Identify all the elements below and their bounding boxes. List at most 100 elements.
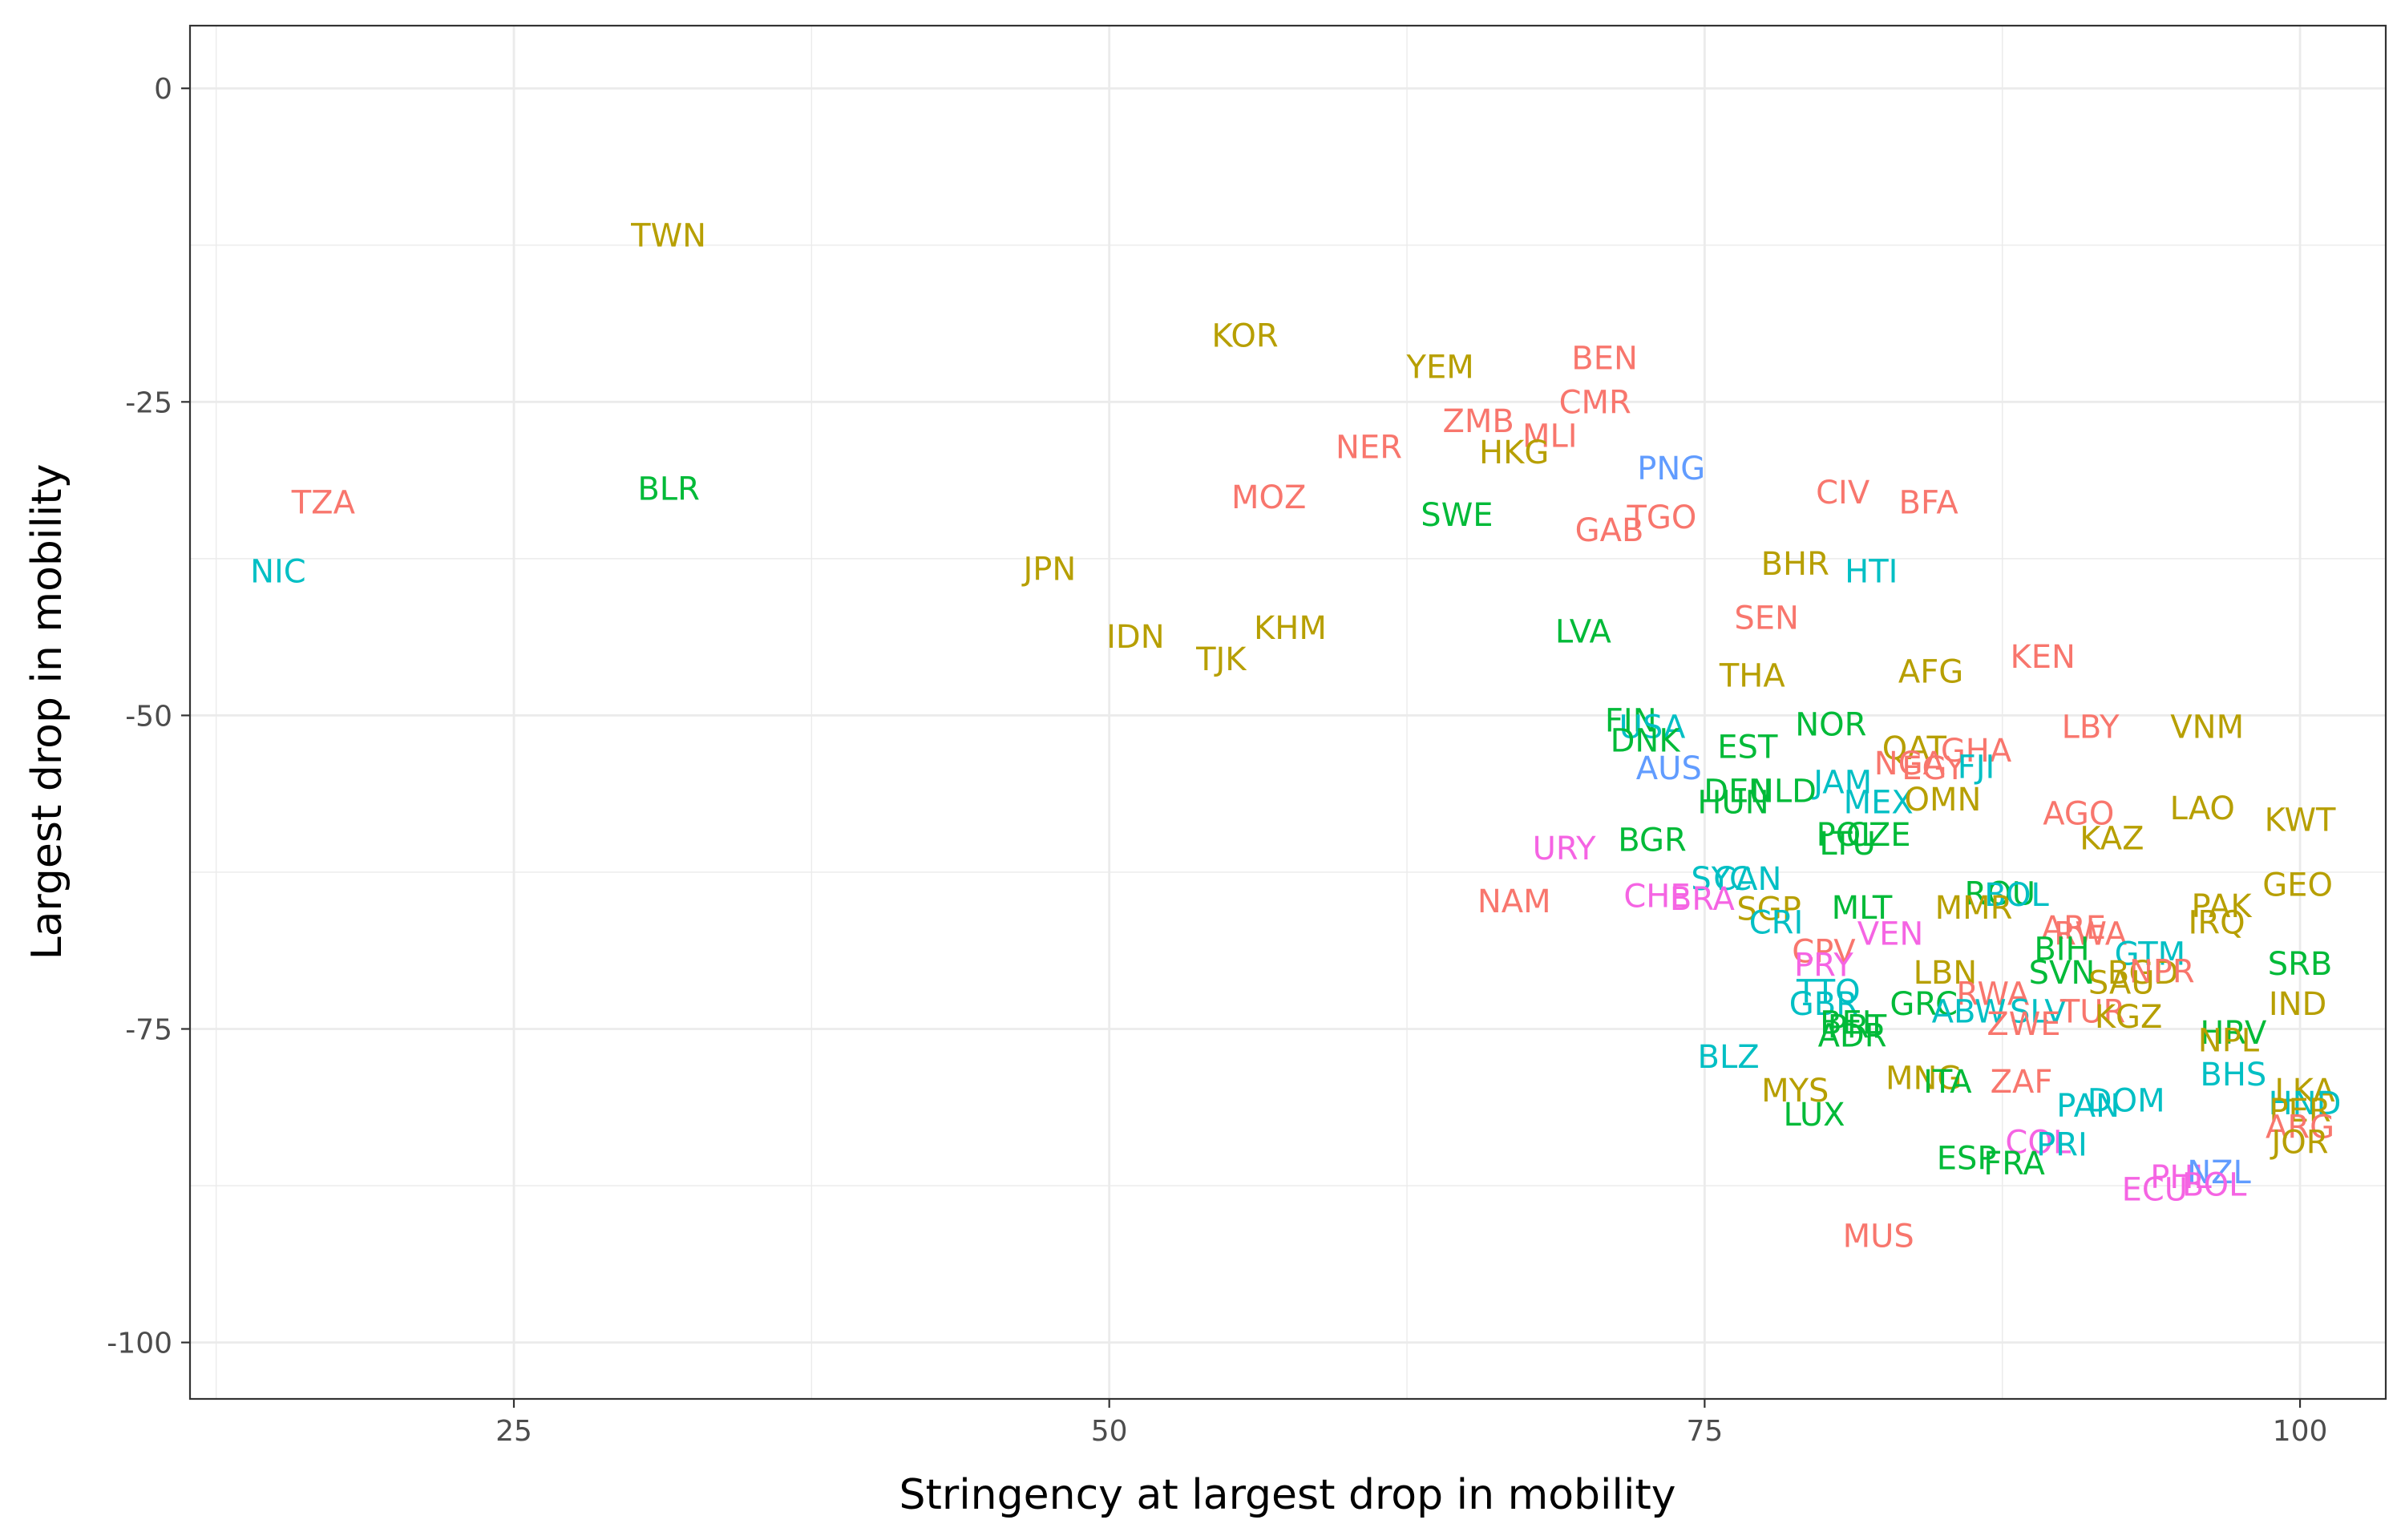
point-label-fra: FRA <box>1983 1146 2045 1182</box>
point-label-cpv: CPV <box>1792 934 1856 971</box>
point-label-mli: MLI <box>1522 418 1578 455</box>
point-label-pak: PAK <box>2191 888 2253 925</box>
point-label-npl: NPL <box>2198 1023 2260 1060</box>
point-label-ago: AGO <box>2043 795 2114 832</box>
point-label-idn: IDN <box>1106 619 1165 656</box>
point-label-tjk: TJK <box>1195 641 1247 678</box>
point-label-dnk: DNK <box>1611 723 1682 760</box>
point-label-hrv: HRV <box>2200 1015 2267 1052</box>
point-label-ken: KEN <box>2010 639 2075 676</box>
point-label-rwa: RWA <box>2054 916 2128 953</box>
point-label-bhs: BHS <box>2200 1057 2266 1093</box>
point-label-gbr: GBR <box>1789 986 1858 1023</box>
point-label-cri: CRI <box>1749 905 1804 942</box>
point-label-afg: AFG <box>1898 654 1963 691</box>
point-label-gtm: GTM <box>2115 936 2186 973</box>
point-label-kgz: KGZ <box>2095 999 2163 1036</box>
point-label-omn: OMN <box>1904 782 1981 819</box>
x-tick-label: 75 <box>1686 1415 1723 1448</box>
point-label-grc: GRC <box>1890 986 1958 1023</box>
point-label-srb: SRB <box>2268 946 2333 983</box>
point-label-moz: MOZ <box>1231 479 1306 516</box>
point-label-adr: ADR <box>1818 1017 1887 1054</box>
point-label-cze: CZE <box>1846 817 1911 854</box>
point-label-twn: TWN <box>630 217 706 254</box>
point-label-hnd: HND <box>2269 1085 2342 1122</box>
point-label-rou: ROU <box>1964 876 2035 913</box>
point-label-khm: KHM <box>1254 610 1327 647</box>
point-label-che: CHE <box>1623 879 1690 916</box>
x-tick-label: 25 <box>495 1415 532 1448</box>
point-label-aus: AUS <box>1636 750 1702 787</box>
point-label-fji: FJI <box>1958 750 1995 786</box>
point-label-est: EST <box>1717 730 1778 766</box>
point-label-zwe: ZWE <box>1987 1006 2060 1043</box>
point-label-tha: THA <box>1719 657 1786 694</box>
point-label-mus: MUS <box>1843 1219 1914 1255</box>
point-label-bol: BOL <box>2182 1166 2247 1203</box>
point-label-jor: JOR <box>2270 1124 2329 1161</box>
point-label-hun: HUN <box>1697 784 1768 821</box>
point-label-tur: TUR <box>2059 994 2126 1031</box>
point-label-nld: NLD <box>1750 773 1817 810</box>
point-label-sgp: SGP <box>1736 891 1801 928</box>
point-label-are: ARE <box>2042 910 2106 947</box>
point-label-ind: IND <box>2269 986 2327 1023</box>
point-label-geo: GEO <box>2262 867 2333 904</box>
point-label-bra: BRA <box>1670 881 1736 918</box>
point-label-hti: HTI <box>1845 554 1898 591</box>
point-label-civ: CIV <box>1816 475 1870 511</box>
point-label-ltu: LTU <box>1819 826 1876 863</box>
point-label-nzl: NZL <box>2187 1154 2251 1191</box>
point-label-pol: POL <box>1817 817 1880 854</box>
point-label-nga: NGA <box>1874 746 1946 782</box>
point-label-nor: NOR <box>1795 706 1866 743</box>
point-label-zmb: ZMB <box>1442 403 1514 440</box>
point-label-kaz: KAZ <box>2080 821 2144 858</box>
point-label-png: PNG <box>1637 451 1705 487</box>
point-label-arg: ARG <box>2266 1110 2334 1146</box>
point-label-cmr: CMR <box>1559 384 1631 421</box>
point-label-yem: YEM <box>1406 350 1474 386</box>
point-label-gab: GAB <box>1575 512 1644 549</box>
point-label-zaf: ZAF <box>1991 1064 2053 1101</box>
point-label-ecu: ECU <box>2122 1172 2188 1209</box>
point-label-tto: TTO <box>1796 974 1861 1011</box>
y-tick-label: -100 <box>107 1328 172 1360</box>
point-label-per: PER <box>2269 1093 2330 1130</box>
x-tick-label: 50 <box>1091 1415 1128 1448</box>
point-label-sen: SEN <box>1734 600 1799 637</box>
point-label-svn: SVN <box>2029 955 2096 992</box>
point-label-esp: ESP <box>1937 1141 1997 1178</box>
y-axis-title: Largest drop in mobility <box>23 464 71 960</box>
point-label-ben: BEN <box>1571 341 1638 378</box>
point-label-mlt: MLT <box>1832 890 1893 927</box>
point-label-deu: DEU <box>1704 773 1772 810</box>
point-label-vnm: VNM <box>2170 709 2244 746</box>
point-label-egy: EGY <box>1902 750 1965 787</box>
point-label-lux: LUX <box>1784 1097 1845 1134</box>
point-label-pry: PRY <box>1794 948 1853 984</box>
point-label-rwa: RWA <box>1956 976 2030 1013</box>
point-label-ner: NER <box>1336 430 1402 467</box>
point-label-tza: TZA <box>291 484 356 521</box>
point-label-gha: GHA <box>1941 733 2012 770</box>
grid-lines <box>190 26 2386 1399</box>
point-label-bel: BEL <box>1820 1005 1881 1042</box>
point-label-ven: VEN <box>1857 916 1924 953</box>
point-label-swe: SWE <box>1421 497 1493 534</box>
point-label-lva: LVA <box>1555 614 1612 651</box>
point-label-lby: LBY <box>2062 709 2120 746</box>
point-label-pri: PRI <box>2036 1126 2088 1163</box>
point-label-lbn: LBN <box>1914 955 1978 992</box>
point-label-bgr: BGR <box>1618 822 1687 859</box>
point-label-mmr: MMR <box>1935 890 2013 927</box>
x-axis-title: Stringency at largest drop in mobility <box>899 1471 1675 1519</box>
point-label-blr: BLR <box>637 471 700 507</box>
x-tick-label: 100 <box>2273 1415 2328 1448</box>
point-label-ita: ITA <box>1923 1064 1972 1101</box>
point-label-col: COL <box>2005 1124 2071 1161</box>
point-label-kwt: KWT <box>2265 802 2336 839</box>
point-label-ury: URY <box>1533 831 1597 867</box>
